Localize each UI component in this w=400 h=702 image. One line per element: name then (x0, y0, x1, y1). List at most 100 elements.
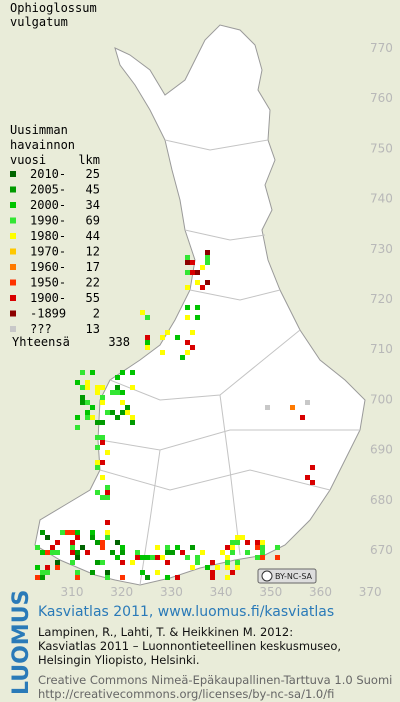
occurrence-square (305, 475, 310, 480)
occurrence-square (120, 575, 125, 580)
occurrence-square (50, 550, 55, 555)
occurrence-square (75, 550, 80, 555)
occurrence-square (75, 530, 80, 535)
occurrence-square (100, 435, 105, 440)
occurrence-square (55, 560, 60, 565)
occurrence-square (230, 550, 235, 555)
occurrence-square (100, 420, 105, 425)
occurrence-square (195, 270, 200, 275)
occurrence-square (105, 530, 110, 535)
occurrence-square (130, 420, 135, 425)
citation: Kasviatlas 2011 – Luonnontieteellinen ke… (38, 639, 341, 653)
occurrence-square (155, 545, 160, 550)
occurrence-square (100, 395, 105, 400)
occurrence-square (135, 555, 140, 560)
legend-swatch (10, 279, 16, 286)
occurrence-square (175, 545, 180, 550)
occurrence-square (170, 550, 175, 555)
occurrence-square (225, 565, 230, 570)
occurrence-square (245, 550, 250, 555)
occurrence-square (185, 305, 190, 310)
occurrence-square (85, 410, 90, 415)
occurrence-square (230, 540, 235, 545)
occurrence-square (100, 475, 105, 480)
occurrence-square (85, 385, 90, 390)
occurrence-square (90, 530, 95, 535)
occurrence-square (125, 410, 130, 415)
occurrence-square (300, 415, 305, 420)
occurrence-square (165, 575, 170, 580)
legend-count: 44 (86, 229, 100, 243)
occurrence-square (235, 540, 240, 545)
occurrence-square (105, 535, 110, 540)
occurrence-square (35, 575, 40, 580)
occurrence-square (185, 260, 190, 265)
legend-header: lkm (78, 153, 100, 167)
cc-text: BY-NC-SA (275, 572, 313, 581)
headline: Kasviatlas 2011, www.luomus.fi/kasviatla… (38, 604, 334, 620)
occurrence-square (235, 565, 240, 570)
occurrence-square (115, 415, 120, 420)
occurrence-square (225, 545, 230, 550)
occurrence-square (165, 330, 170, 335)
legend-count: 2 (93, 307, 100, 321)
occurrence-square (180, 355, 185, 360)
occurrence-square (160, 335, 165, 340)
occurrence-squares (35, 250, 315, 580)
occurrence-square (255, 540, 260, 545)
occurrence-square (255, 545, 260, 550)
x-label: 330 (160, 585, 183, 599)
occurrence-square (165, 545, 170, 550)
occurrence-square (145, 340, 150, 345)
occurrence-square (200, 265, 205, 270)
occurrence-square (100, 540, 105, 545)
occurrence-square (110, 390, 115, 395)
occurrence-square (190, 330, 195, 335)
occurrence-square (35, 565, 40, 570)
legend-count: 25 (86, 167, 100, 181)
occurrence-square (195, 560, 200, 565)
occurrence-square (130, 560, 135, 565)
occurrence-square (190, 345, 195, 350)
legend-label: 2010- (30, 167, 66, 181)
legend-count: 55 (86, 291, 100, 305)
occurrence-square (165, 550, 170, 555)
legend-swatch (10, 264, 16, 270)
occurrence-square (80, 370, 85, 375)
legend-total: 338 (108, 335, 130, 349)
title: Ophioglossum (10, 1, 97, 15)
occurrence-square (115, 390, 120, 395)
occurrence-square (145, 315, 150, 320)
occurrence-square (120, 560, 125, 565)
occurrence-square (105, 520, 110, 525)
occurrence-square (40, 570, 45, 575)
occurrence-square (70, 550, 75, 555)
occurrence-square (245, 540, 250, 545)
occurrence-square (185, 315, 190, 320)
legend-label: 1970- (30, 245, 66, 259)
occurrence-square (75, 575, 80, 580)
occurrence-square (175, 335, 180, 340)
occurrence-square (185, 555, 190, 560)
occurrence-square (230, 545, 235, 550)
occurrence-square (255, 555, 260, 560)
occurrence-square (65, 530, 70, 535)
x-label: 370 (359, 585, 382, 599)
occurrence-square (275, 555, 280, 560)
occurrence-square (105, 495, 110, 500)
occurrence-square (85, 380, 90, 385)
occurrence-square (235, 535, 240, 540)
occurrence-square (95, 540, 100, 545)
occurrence-square (260, 555, 265, 560)
occurrence-square (45, 570, 50, 575)
occurrence-square (230, 570, 235, 575)
occurrence-square (40, 550, 45, 555)
occurrence-square (165, 560, 170, 565)
occurrence-square (160, 350, 165, 355)
occurrence-square (195, 315, 200, 320)
occurrence-square (115, 555, 120, 560)
occurrence-square (80, 400, 85, 405)
occurrence-square (80, 385, 85, 390)
